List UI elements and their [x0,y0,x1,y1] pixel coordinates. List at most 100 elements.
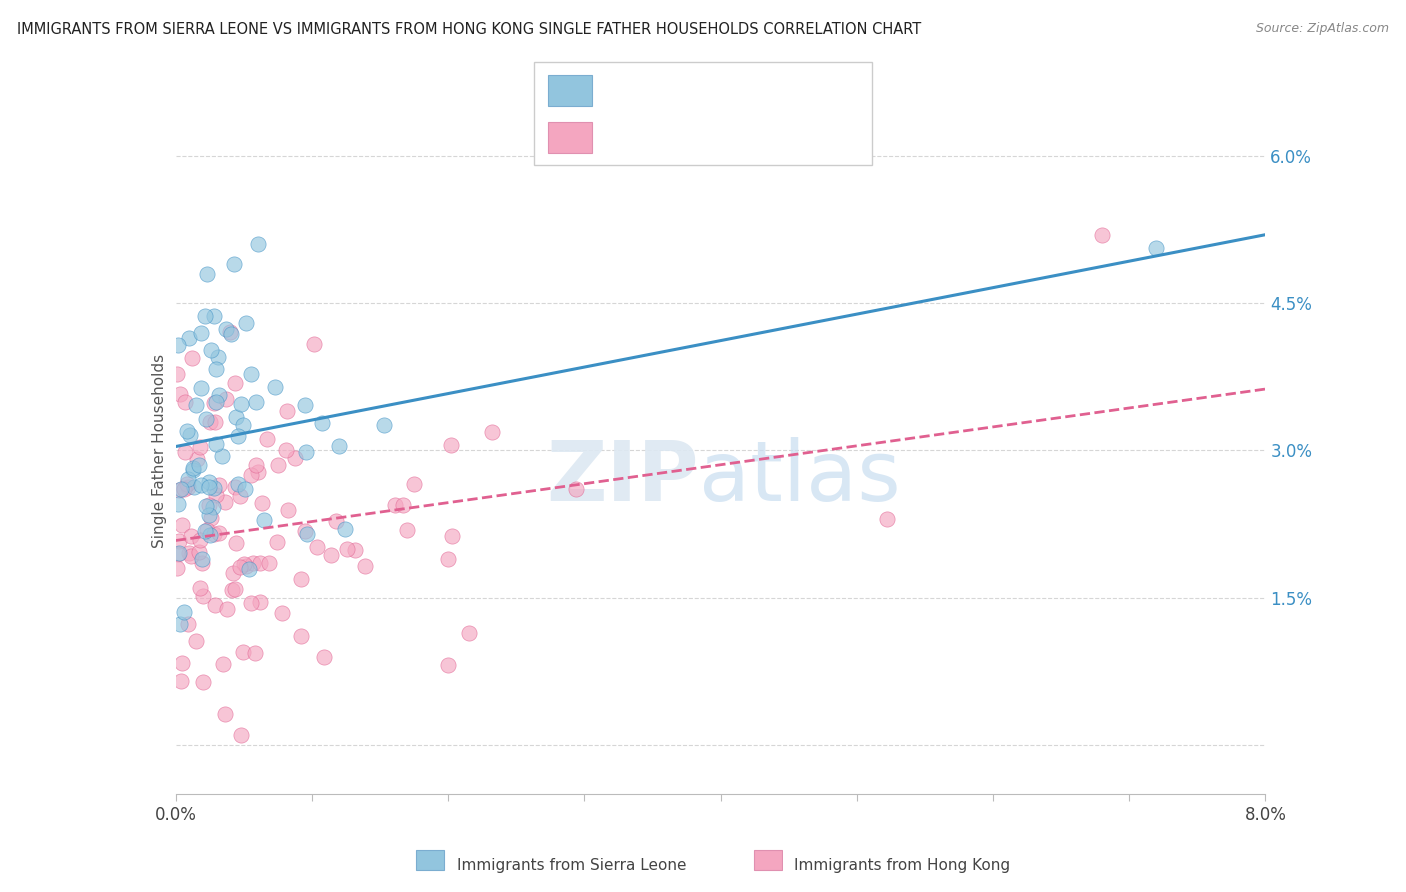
Point [336,542,359,557]
Point [481,425,503,439]
Text: 62: 62 [814,83,837,97]
Point [198,498,221,512]
Point [228,429,250,443]
Point [876,512,898,526]
Point [198,528,221,542]
Point [183,461,205,475]
Point [190,326,212,340]
Point [335,522,357,536]
Point [215,392,238,406]
Text: Immigrants from Hong Kong: Immigrants from Hong Kong [794,858,1011,872]
Point [267,458,290,472]
Point [284,451,307,466]
Point [214,495,236,509]
Point [188,582,211,596]
Point [224,257,246,271]
Point [177,617,200,632]
Point [249,556,271,570]
Point [208,478,231,492]
Point [245,458,267,472]
Point [215,322,238,336]
Point [218,325,240,339]
Point [238,562,260,576]
Point [436,552,458,566]
Point [257,556,280,570]
Point [440,438,463,452]
Point [181,463,204,477]
Point [276,404,298,418]
Point [195,500,218,514]
Point [166,561,188,575]
Point [373,418,395,433]
Point [224,480,246,494]
Point [173,445,195,459]
Point [294,398,316,412]
Point [197,475,219,489]
Point [200,343,222,357]
Point [177,473,200,487]
Point [437,657,460,672]
Point [167,533,190,548]
Point [166,368,188,382]
Point [232,418,254,433]
Point [177,546,200,560]
Point [170,518,193,533]
Point [384,498,406,512]
Point [228,559,250,574]
Point [233,482,256,496]
Point [208,526,231,541]
Point [190,381,212,395]
Point [253,512,276,526]
Point [170,482,193,496]
Text: ZIP: ZIP [547,437,699,518]
Text: atlas: atlas [699,437,900,518]
Point [325,514,347,528]
Point [565,482,588,496]
Bar [416,850,444,870]
Point [177,331,200,345]
Point [215,601,238,615]
Point [231,728,253,742]
Point [184,634,207,648]
Point [1144,241,1167,255]
Point [224,582,246,596]
Point [295,526,318,541]
Point [242,556,264,570]
Point [205,395,228,409]
Point [344,543,367,558]
Point [190,557,212,571]
FancyBboxPatch shape [534,62,872,165]
Point [274,443,297,458]
Point [312,650,335,665]
Point [354,558,377,573]
Text: IMMIGRANTS FROM SIERRA LEONE VS IMMIGRANTS FROM HONG KONG SINGLE FATHER HOUSEHOL: IMMIGRANTS FROM SIERRA LEONE VS IMMIGRAN… [17,22,921,37]
Point [235,559,257,574]
Point [195,523,218,537]
Point [204,598,226,612]
Point [180,529,202,543]
Point [240,467,263,482]
Point [247,237,270,252]
Point [229,489,252,503]
Point [247,465,270,479]
Point [188,458,211,472]
Point [266,535,288,549]
Point [173,395,195,409]
Point [169,546,191,560]
Point [179,428,201,442]
Point [396,523,419,537]
Point [404,477,426,491]
Point [176,424,198,438]
Point [221,583,243,598]
Point [170,674,193,689]
Point [167,497,190,511]
Point [207,350,229,364]
Point [198,415,221,429]
Point [441,529,464,543]
Point [200,511,222,525]
Point [205,361,228,376]
Point [190,478,212,492]
Point [256,432,278,446]
Point [188,440,211,454]
FancyBboxPatch shape [548,75,592,105]
